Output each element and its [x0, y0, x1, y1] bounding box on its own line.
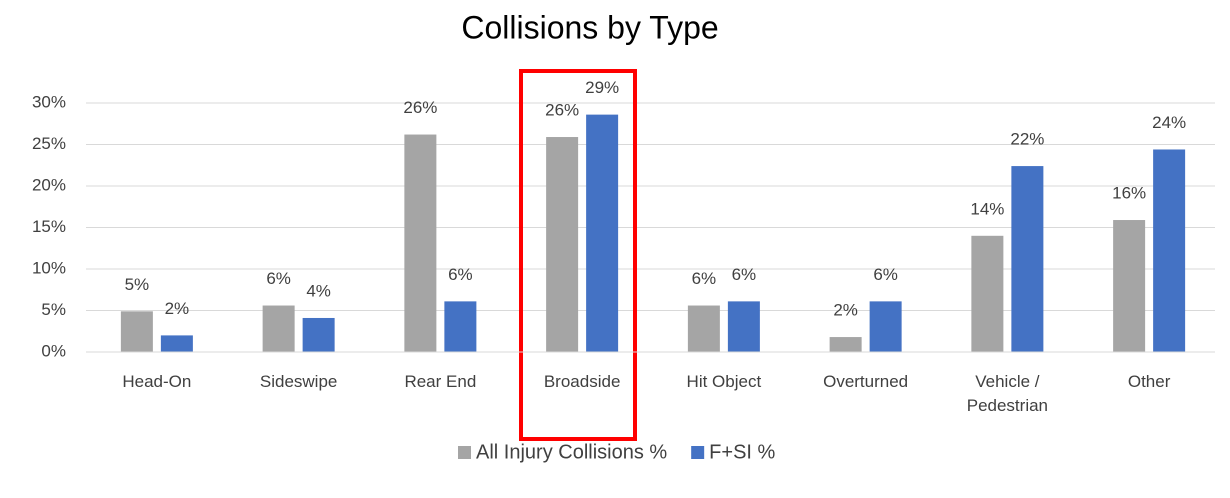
x-tick-label: Other [1127, 372, 1171, 391]
y-tick-label: 20% [32, 175, 66, 194]
value-label: 6% [448, 265, 473, 284]
y-tick-label: 0% [41, 341, 66, 360]
x-tick-label: Rear End [404, 372, 477, 391]
bar [1113, 220, 1146, 352]
value-label: 2% [833, 301, 858, 320]
value-label: 6% [266, 269, 291, 288]
bar [404, 134, 437, 352]
legend-swatch [458, 446, 471, 459]
bar [546, 137, 579, 352]
y-tick-label: 30% [32, 92, 66, 111]
bar [160, 335, 193, 352]
x-tick-label: Head-On [122, 372, 192, 391]
value-label: 26% [545, 101, 579, 120]
bar [444, 301, 477, 352]
bar [971, 235, 1004, 352]
y-tick-label: 10% [32, 258, 66, 277]
legend-label: All Injury Collisions % [476, 441, 667, 463]
value-label: 6% [732, 265, 757, 284]
value-label: 22% [1010, 130, 1044, 149]
legend-label: F+SI % [709, 441, 775, 463]
bar [586, 114, 619, 353]
value-label: 24% [1152, 113, 1186, 132]
value-label: 26% [403, 98, 437, 117]
value-label: 6% [873, 265, 898, 284]
bar [1011, 166, 1044, 352]
bar [829, 337, 862, 352]
value-label: 6% [692, 269, 717, 288]
value-label: 16% [1112, 184, 1146, 203]
chart-title: Collisions by Type [461, 9, 718, 45]
value-label: 4% [306, 281, 331, 300]
bar [727, 301, 760, 352]
highlight-box [519, 69, 637, 441]
value-label: 29% [585, 78, 619, 97]
x-tick-label: Sideswipe [259, 372, 338, 391]
value-label: 5% [125, 275, 150, 294]
bar [262, 305, 295, 352]
value-label: 2% [165, 299, 190, 318]
bar [869, 301, 902, 352]
value-label: 14% [970, 199, 1004, 218]
x-tick-label: Hit Object [686, 372, 762, 391]
bar [1153, 149, 1186, 352]
x-tick-label: Vehicle / Pedestrian [966, 372, 1049, 415]
y-tick-label: 5% [41, 300, 66, 319]
bar [120, 311, 153, 352]
legend-swatch [691, 446, 705, 459]
x-tick-label: Broadside [543, 372, 621, 391]
bar [302, 317, 335, 352]
y-tick-label: 15% [32, 217, 66, 236]
y-tick-label: 25% [32, 134, 66, 153]
bar [687, 305, 720, 352]
x-tick-label: Overturned [823, 372, 909, 391]
